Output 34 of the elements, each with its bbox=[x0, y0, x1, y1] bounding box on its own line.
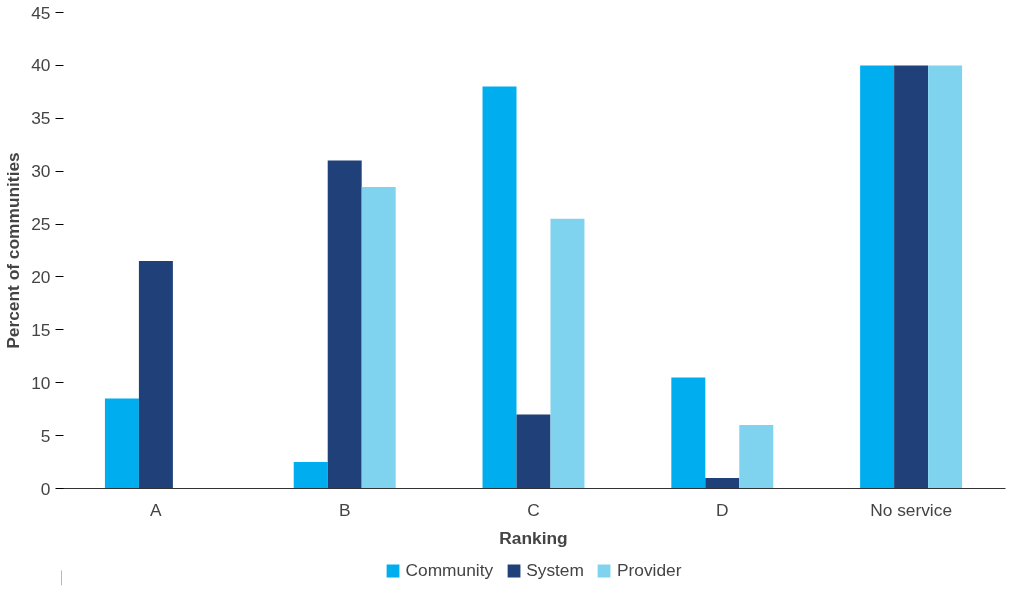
legend-label: Provider bbox=[616, 559, 682, 581]
y-tick-label: 10 bbox=[31, 372, 51, 393]
legend-label: Community bbox=[405, 559, 494, 581]
x-tick-label: C bbox=[527, 499, 540, 520]
bar bbox=[361, 187, 396, 489]
y-tick-label: 15 bbox=[31, 319, 51, 340]
y-tick-label: 0 bbox=[40, 478, 51, 499]
bar bbox=[138, 261, 173, 489]
bar bbox=[482, 86, 517, 489]
x-tick-label: B bbox=[338, 499, 351, 520]
y-axis-title: Percent of communities bbox=[3, 152, 24, 349]
bar bbox=[516, 414, 551, 489]
bar bbox=[104, 398, 139, 489]
bar bbox=[327, 160, 362, 489]
bar bbox=[739, 425, 774, 489]
y-tick-label: 30 bbox=[31, 161, 51, 182]
y-tick-label: 5 bbox=[40, 425, 51, 446]
bar bbox=[293, 462, 328, 489]
y-tick-label: 35 bbox=[31, 108, 51, 129]
y-tick-label: 25 bbox=[31, 214, 51, 235]
bar bbox=[860, 65, 895, 489]
legend-label: System bbox=[526, 559, 584, 581]
bar bbox=[894, 65, 929, 489]
bar bbox=[705, 477, 740, 489]
y-tick-label: 45 bbox=[31, 2, 51, 23]
bar bbox=[550, 218, 585, 489]
x-axis-title: Ranking bbox=[499, 527, 568, 548]
x-tick-label: No service bbox=[870, 499, 953, 520]
y-tick-label: 40 bbox=[31, 55, 51, 76]
x-tick-label: D bbox=[716, 499, 729, 520]
bar bbox=[671, 377, 706, 489]
x-tick-label: A bbox=[150, 499, 163, 520]
y-tick-label: 20 bbox=[31, 266, 51, 287]
bar bbox=[928, 65, 963, 489]
